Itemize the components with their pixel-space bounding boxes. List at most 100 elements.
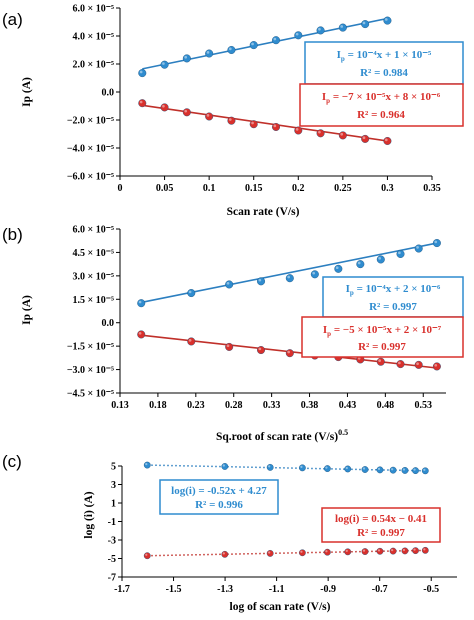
panel-c-red-point-highlight (268, 551, 271, 554)
panel-c-blue-equation: log(i) = -0.52x + 4.27 (171, 485, 267, 497)
panel-c-blue-point-highlight (222, 464, 225, 467)
panel-b-x-tick-label: 0.43 (339, 400, 357, 411)
panel-b-blue-point-highlight (138, 300, 142, 304)
panel-c-x-tick-label: -0.9 (320, 584, 336, 595)
panel-b-x-tick-label: 0.33 (263, 400, 281, 411)
panel-b-blue-point (225, 280, 234, 289)
panel-b-red-point (257, 346, 266, 355)
panel-a-red-point (160, 103, 169, 112)
panel-a-label: (a) (2, 10, 23, 29)
panel-b-x-tick-label: 0.48 (377, 400, 395, 411)
panel-b-red-r2: R² = 0.997 (358, 341, 406, 353)
panel-a-red-point-highlight (362, 136, 366, 140)
panel-a-x-tick-label: 0 (118, 183, 123, 194)
panel-b-red-annotation-box (301, 316, 464, 358)
panel-c-x-tick-label: -1.1 (269, 584, 285, 595)
panel-a-blue-point (338, 23, 347, 32)
panel-c-blue-point-highlight (391, 468, 394, 471)
panel-b-x-tick-label: 0.13 (111, 400, 129, 411)
panel-a-blue-point-highlight (206, 51, 210, 54)
panel-c: (c) -1.7 -1.5 -1.3 -1.1 -0.9 -0.7 -0.5531-1-3-… (2, 452, 457, 613)
panel-b-blue-point-highlight (434, 240, 438, 244)
panel-c-red-point (344, 548, 352, 556)
panel-a-red-point (249, 120, 258, 129)
panel-a-red-point-highlight (295, 128, 299, 131)
panel-a-blue-point (316, 26, 325, 35)
panel-c-red-point-highlight (145, 553, 148, 556)
panel-c-red-point (376, 547, 384, 555)
panel-a-y-tick-label: −6.0 × 10⁻⁵ (67, 172, 114, 183)
panel-a-red-point-highlight (228, 118, 232, 121)
panel-b-red-point-highlight (258, 347, 262, 351)
panel-a-blue-point-highlight (273, 37, 277, 41)
panel-b-red-equation: Ip = −5 × 10⁻⁵x + 2 × 10⁻⁷ (323, 324, 442, 338)
panel-b-blue-point-highlight (335, 266, 339, 270)
panel-a-axes: 0 0.05 0.1 0.15 0.2 0.25 0.3 0.35 6.0 × 10⁻⁵ 4.0 … (67, 4, 441, 195)
panel-c-blue-point (412, 467, 419, 475)
panel-c-blue-point-highlight (145, 462, 148, 466)
panel-a-red-point (138, 99, 147, 108)
panel-c-red-r2: R² = 0.997 (357, 527, 405, 539)
panel-a-blue-point-highlight (362, 21, 366, 25)
panel-a-x-tick-label: 0.2 (292, 183, 305, 194)
panel-a-blue-point-highlight (295, 32, 299, 36)
panel-b-blue-point-highlight (258, 278, 262, 282)
panel-a-red-r2: R² = 0.964 (357, 109, 405, 121)
panel-c-red-point (266, 550, 274, 557)
panel-c-y-tick-label: -5 (108, 554, 116, 565)
panel-a-red-point-highlight (340, 132, 344, 136)
panel-c-red-point (412, 547, 419, 555)
panel-a-red-point (338, 131, 347, 140)
panel-c-red-point-highlight (413, 548, 416, 551)
panel-b-y-tick-label: 4.5 × 10⁻⁵ (73, 248, 114, 259)
panel-a-ylabel: Ip (A) (21, 77, 33, 107)
panel-c-blue-point (298, 464, 306, 472)
panel-c-blue-point-highlight (377, 467, 381, 471)
panel-a-blue-point (205, 49, 214, 58)
panel-a: (a) 0 0.05 0.1 0.15 0.2 0.25 0.3 0.35 6.0 × 10⁻⁵… (2, 4, 464, 218)
panel-c-blue-point-highlight (345, 466, 348, 470)
panel-c-y-tick-label: -1 (108, 517, 116, 528)
panel-b-red-point-highlight (138, 331, 142, 335)
panel-c-blue-point-highlight (268, 465, 271, 468)
panel-a-y-tick-label: 6.0 × 10⁻⁵ (73, 4, 114, 15)
panel-c-red-point-highlight (222, 552, 225, 555)
panel-c-x-tick-label: -0.7 (372, 584, 388, 595)
panel-b-ylabel: Ip (A) (21, 295, 33, 325)
panel-a-blue-point-highlight (162, 62, 165, 65)
panel-b-blue-point (310, 270, 319, 279)
panel-a-blue-point-highlight (184, 55, 188, 59)
panel-b-blue-point (334, 264, 343, 273)
panel-c-red-point (298, 549, 306, 557)
panel-c-red-point-highlight (391, 549, 394, 552)
panel-a-red-point-highlight (184, 109, 188, 113)
panel-b-red-point (396, 360, 405, 369)
panel-b-blue-point-highlight (378, 256, 381, 260)
panel-c-blue-r2: R² = 0.996 (195, 499, 243, 511)
panel-c-red-fit-line (147, 549, 426, 557)
panel-a-blue-point-highlight (340, 25, 344, 28)
panel-b-red-point (432, 362, 441, 371)
panel-b-red-point (285, 349, 294, 358)
panel-b-red-point (137, 330, 146, 339)
panel-c-red-point (221, 550, 229, 558)
panel-a-red-point-highlight (251, 121, 254, 125)
panel-a-xlabel: Scan rate (V/s) (227, 206, 300, 218)
panel-a-y-tick-label: −2.0 × 10⁻⁵ (67, 116, 114, 127)
panel-a-y-tick-label: 0.0 (102, 88, 115, 99)
panel-b-red-point (225, 342, 234, 351)
panel-b-red-point (414, 360, 423, 369)
panel-a-x-tick-label: 0.35 (423, 183, 441, 194)
panel-a-blue-point (294, 31, 303, 40)
panel-c-xlabel: log of scan rate (V/s) (230, 601, 331, 613)
panel-b-y-tick-label: −1.5 × 10⁻⁵ (67, 342, 114, 353)
panel-b-blue-point-highlight (287, 275, 291, 279)
panel-c-red-point-highlight (362, 549, 366, 552)
panel-b-x-tick-label: 0.38 (301, 400, 319, 411)
panel-c-blue-point (143, 461, 151, 469)
panel-c-red-annotation-box (321, 507, 441, 543)
panel-a-red-point (294, 126, 303, 135)
panel-a-red-point (316, 129, 325, 138)
panel-b-y-tick-label: 6.0 × 10⁻⁵ (73, 225, 114, 236)
